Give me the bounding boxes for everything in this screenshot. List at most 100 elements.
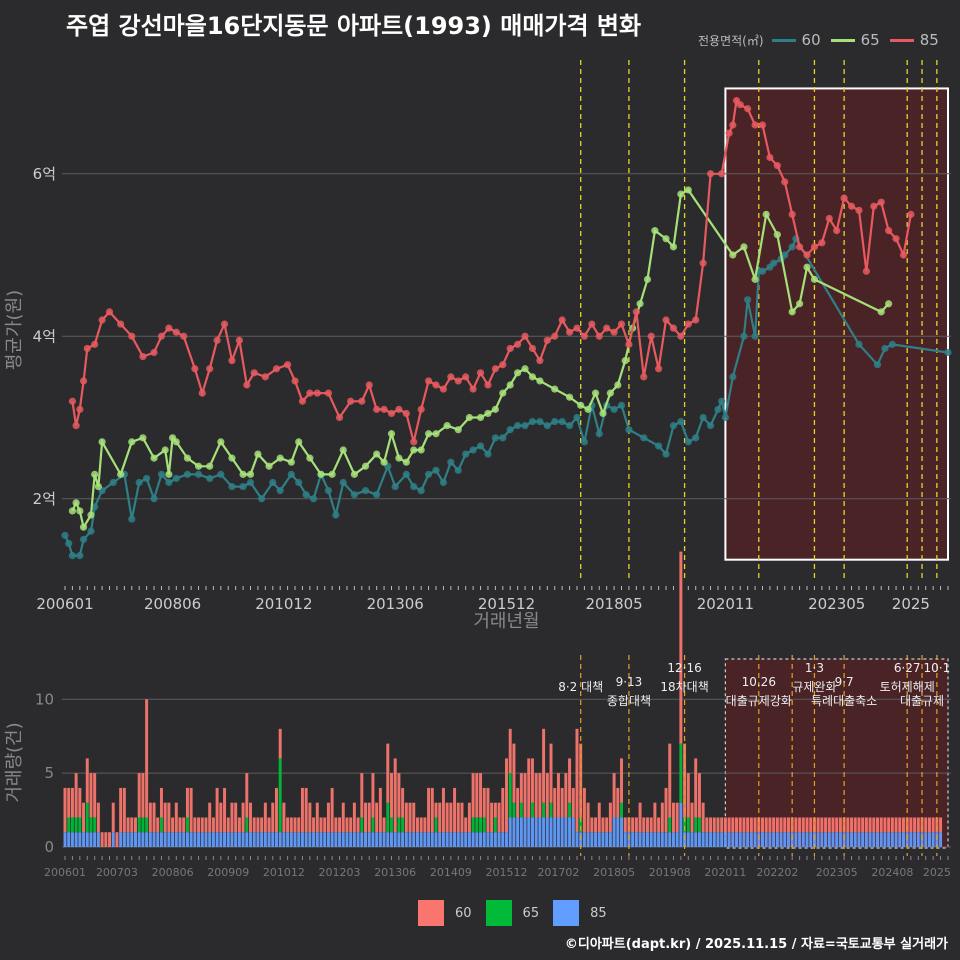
bar-85	[397, 832, 401, 847]
bar-85	[267, 832, 271, 847]
bar-60	[338, 817, 342, 833]
bar-60	[460, 802, 464, 833]
bar-85	[390, 832, 393, 847]
data-point-60	[432, 466, 440, 474]
bar-60	[126, 817, 130, 833]
bar-85	[653, 832, 657, 847]
data-point-65	[484, 409, 492, 418]
data-point-65	[591, 389, 600, 397]
bar-85	[697, 832, 701, 847]
bar-65	[74, 817, 78, 833]
data-point-85	[402, 409, 410, 418]
bar-60	[464, 817, 468, 833]
bar-60	[571, 787, 575, 818]
bar-85	[334, 832, 338, 847]
bar-60	[323, 817, 327, 833]
data-point-65	[128, 438, 136, 446]
bar-85	[70, 832, 74, 847]
bar-60	[887, 817, 891, 833]
data-point-65	[328, 470, 336, 478]
data-point-65	[239, 470, 247, 478]
bar-85	[471, 832, 475, 847]
bar-60	[171, 817, 175, 833]
bar-85	[798, 832, 802, 847]
data-point-60	[228, 482, 236, 491]
data-point-85	[758, 121, 767, 129]
bar-60	[230, 802, 234, 833]
bar-60	[816, 817, 820, 833]
data-point-65	[380, 458, 388, 466]
data-point-85	[729, 121, 737, 129]
data-point-60	[269, 478, 277, 487]
bar-85	[78, 832, 82, 847]
data-point-65	[276, 454, 284, 462]
bar-60	[798, 817, 802, 833]
bar-60	[790, 817, 794, 833]
data-point-85	[810, 243, 819, 251]
bar-60	[805, 817, 809, 833]
data-point-60	[565, 422, 574, 430]
data-point-85	[847, 202, 856, 210]
data-point-65	[565, 393, 574, 401]
data-point-60	[595, 430, 603, 438]
bar-60	[660, 802, 664, 833]
data-point-65	[751, 275, 759, 283]
data-point-65	[662, 235, 670, 243]
data-point-85	[228, 357, 236, 365]
bar-60	[727, 817, 731, 833]
bar-60	[712, 817, 716, 833]
bar-60	[872, 817, 876, 833]
data-point-60	[206, 474, 214, 483]
bar-85	[67, 832, 71, 847]
bar-60	[85, 758, 89, 803]
bar-60	[850, 817, 854, 833]
bar-60	[768, 817, 772, 833]
data-point-60	[324, 487, 333, 495]
bar-65	[668, 817, 672, 833]
data-point-85	[387, 409, 396, 418]
data-point-65	[443, 422, 451, 430]
bar-60	[742, 817, 746, 833]
bar-60	[720, 817, 724, 833]
bar-legend-label-85: 85	[590, 905, 607, 921]
bar-60	[861, 817, 865, 833]
bar-85	[174, 832, 178, 847]
bar-60	[256, 817, 260, 833]
data-point-65	[877, 308, 885, 316]
data-point-85	[220, 320, 229, 328]
bar-85	[853, 832, 857, 847]
bar-60	[538, 773, 542, 818]
bar-85	[419, 832, 423, 847]
bar-85	[794, 832, 798, 847]
data-point-60	[128, 515, 136, 523]
data-point-85	[781, 178, 789, 186]
bar-60	[104, 832, 108, 847]
bar-legend-item-65: 65	[485, 900, 539, 926]
data-point-60	[309, 495, 318, 503]
bar-60	[530, 758, 534, 803]
bar-60	[89, 773, 93, 818]
data-point-60	[402, 470, 410, 478]
bar-x-tick-label: 200909	[207, 866, 249, 879]
bar-60	[508, 728, 512, 774]
bar-x-tick-label: 202408	[871, 866, 913, 879]
bar-60	[671, 802, 675, 833]
bar-85	[85, 832, 89, 847]
bar-60	[189, 787, 193, 833]
bar-60	[575, 728, 579, 833]
data-point-65	[788, 308, 796, 316]
bar-60	[341, 802, 345, 833]
data-point-65	[228, 454, 236, 462]
bar-60	[853, 817, 857, 833]
bar-60	[286, 817, 290, 833]
bar-85	[824, 832, 828, 847]
bar-85	[913, 832, 917, 847]
bar-85	[864, 832, 868, 847]
bar-85	[749, 832, 753, 847]
bar-85	[608, 832, 612, 847]
data-point-65	[76, 507, 84, 515]
data-point-85	[165, 324, 173, 332]
data-point-85	[588, 320, 596, 328]
bar-60	[274, 787, 278, 833]
